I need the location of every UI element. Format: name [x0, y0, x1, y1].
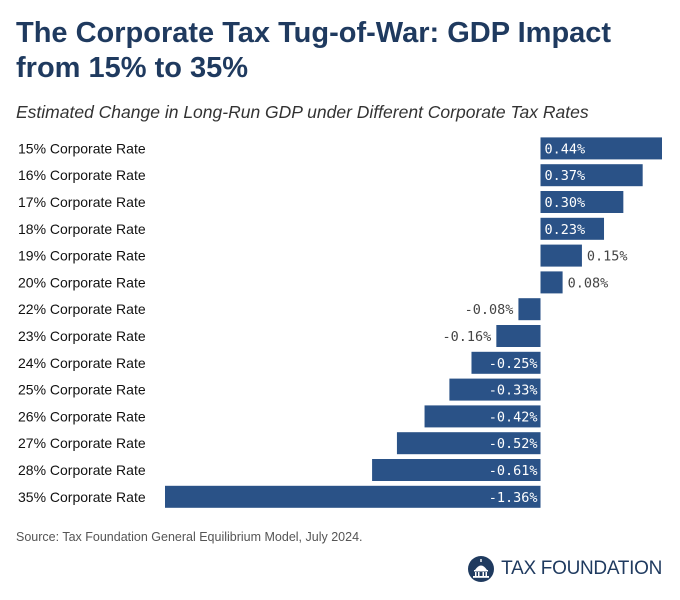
data-label: -0.61%: [489, 463, 538, 479]
data-label: 0.15%: [587, 249, 628, 265]
data-label: -0.42%: [489, 409, 538, 425]
capitol-dome-icon: [468, 556, 495, 582]
bar: [424, 405, 541, 428]
bar: [540, 244, 582, 267]
bar: [449, 378, 541, 401]
data-label: -0.08%: [465, 302, 514, 318]
bar: [518, 298, 541, 321]
category-label: 25% Corporate Rate: [18, 382, 146, 398]
category-label: 16% Corporate Rate: [18, 167, 146, 183]
data-label: 0.08%: [568, 275, 609, 291]
data-label: -0.16%: [443, 329, 492, 345]
data-label: -0.33%: [489, 383, 538, 399]
category-label: 28% Corporate Rate: [18, 462, 146, 478]
bar: [540, 191, 624, 213]
bar-chart: 15% Corporate Rate 0.44% 16% Corporate Rat…: [18, 137, 662, 508]
data-label: -0.25%: [489, 356, 538, 372]
brand-logo: TAX FOUNDATION: [467, 554, 662, 584]
bar: [540, 271, 563, 294]
source-note: Source: Tax Foundation General Equilibri…: [16, 530, 363, 544]
category-label: 19% Corporate Rate: [18, 248, 146, 264]
bar: [396, 432, 541, 455]
bar: [471, 351, 541, 374]
category-label: 17% Corporate Rate: [18, 194, 146, 210]
bar: [165, 485, 541, 508]
category-label: 26% Corporate Rate: [18, 408, 146, 424]
category-label: 22% Corporate Rate: [18, 301, 146, 317]
chart-title: The Corporate Tax Tug-of-War: GDP Impact…: [16, 17, 612, 84]
category-label: 35% Corporate Rate: [18, 489, 146, 505]
chart-subtitle: Estimated Change in Long-Run GDP under D…: [16, 102, 589, 122]
category-label: 24% Corporate Rate: [18, 355, 146, 371]
category-label: 20% Corporate Rate: [18, 274, 146, 290]
data-label: 0.37%: [545, 168, 586, 184]
data-label: -0.52%: [489, 436, 538, 452]
category-label: 27% Corporate Rate: [18, 435, 146, 451]
data-label: -1.36%: [489, 490, 538, 506]
brand-name: TAX FOUNDATION: [501, 558, 662, 579]
bar: [540, 164, 643, 187]
data-label: 0.23%: [545, 222, 586, 238]
bar: [372, 459, 541, 481]
category-label: 18% Corporate Rate: [18, 221, 146, 237]
data-label: 0.30%: [545, 195, 586, 211]
bar: [540, 137, 662, 160]
category-label: 15% Corporate Rate: [18, 140, 146, 156]
category-label: 23% Corporate Rate: [18, 328, 146, 344]
data-label: 0.44%: [545, 141, 586, 157]
bar: [496, 325, 541, 347]
bar: [540, 217, 605, 240]
